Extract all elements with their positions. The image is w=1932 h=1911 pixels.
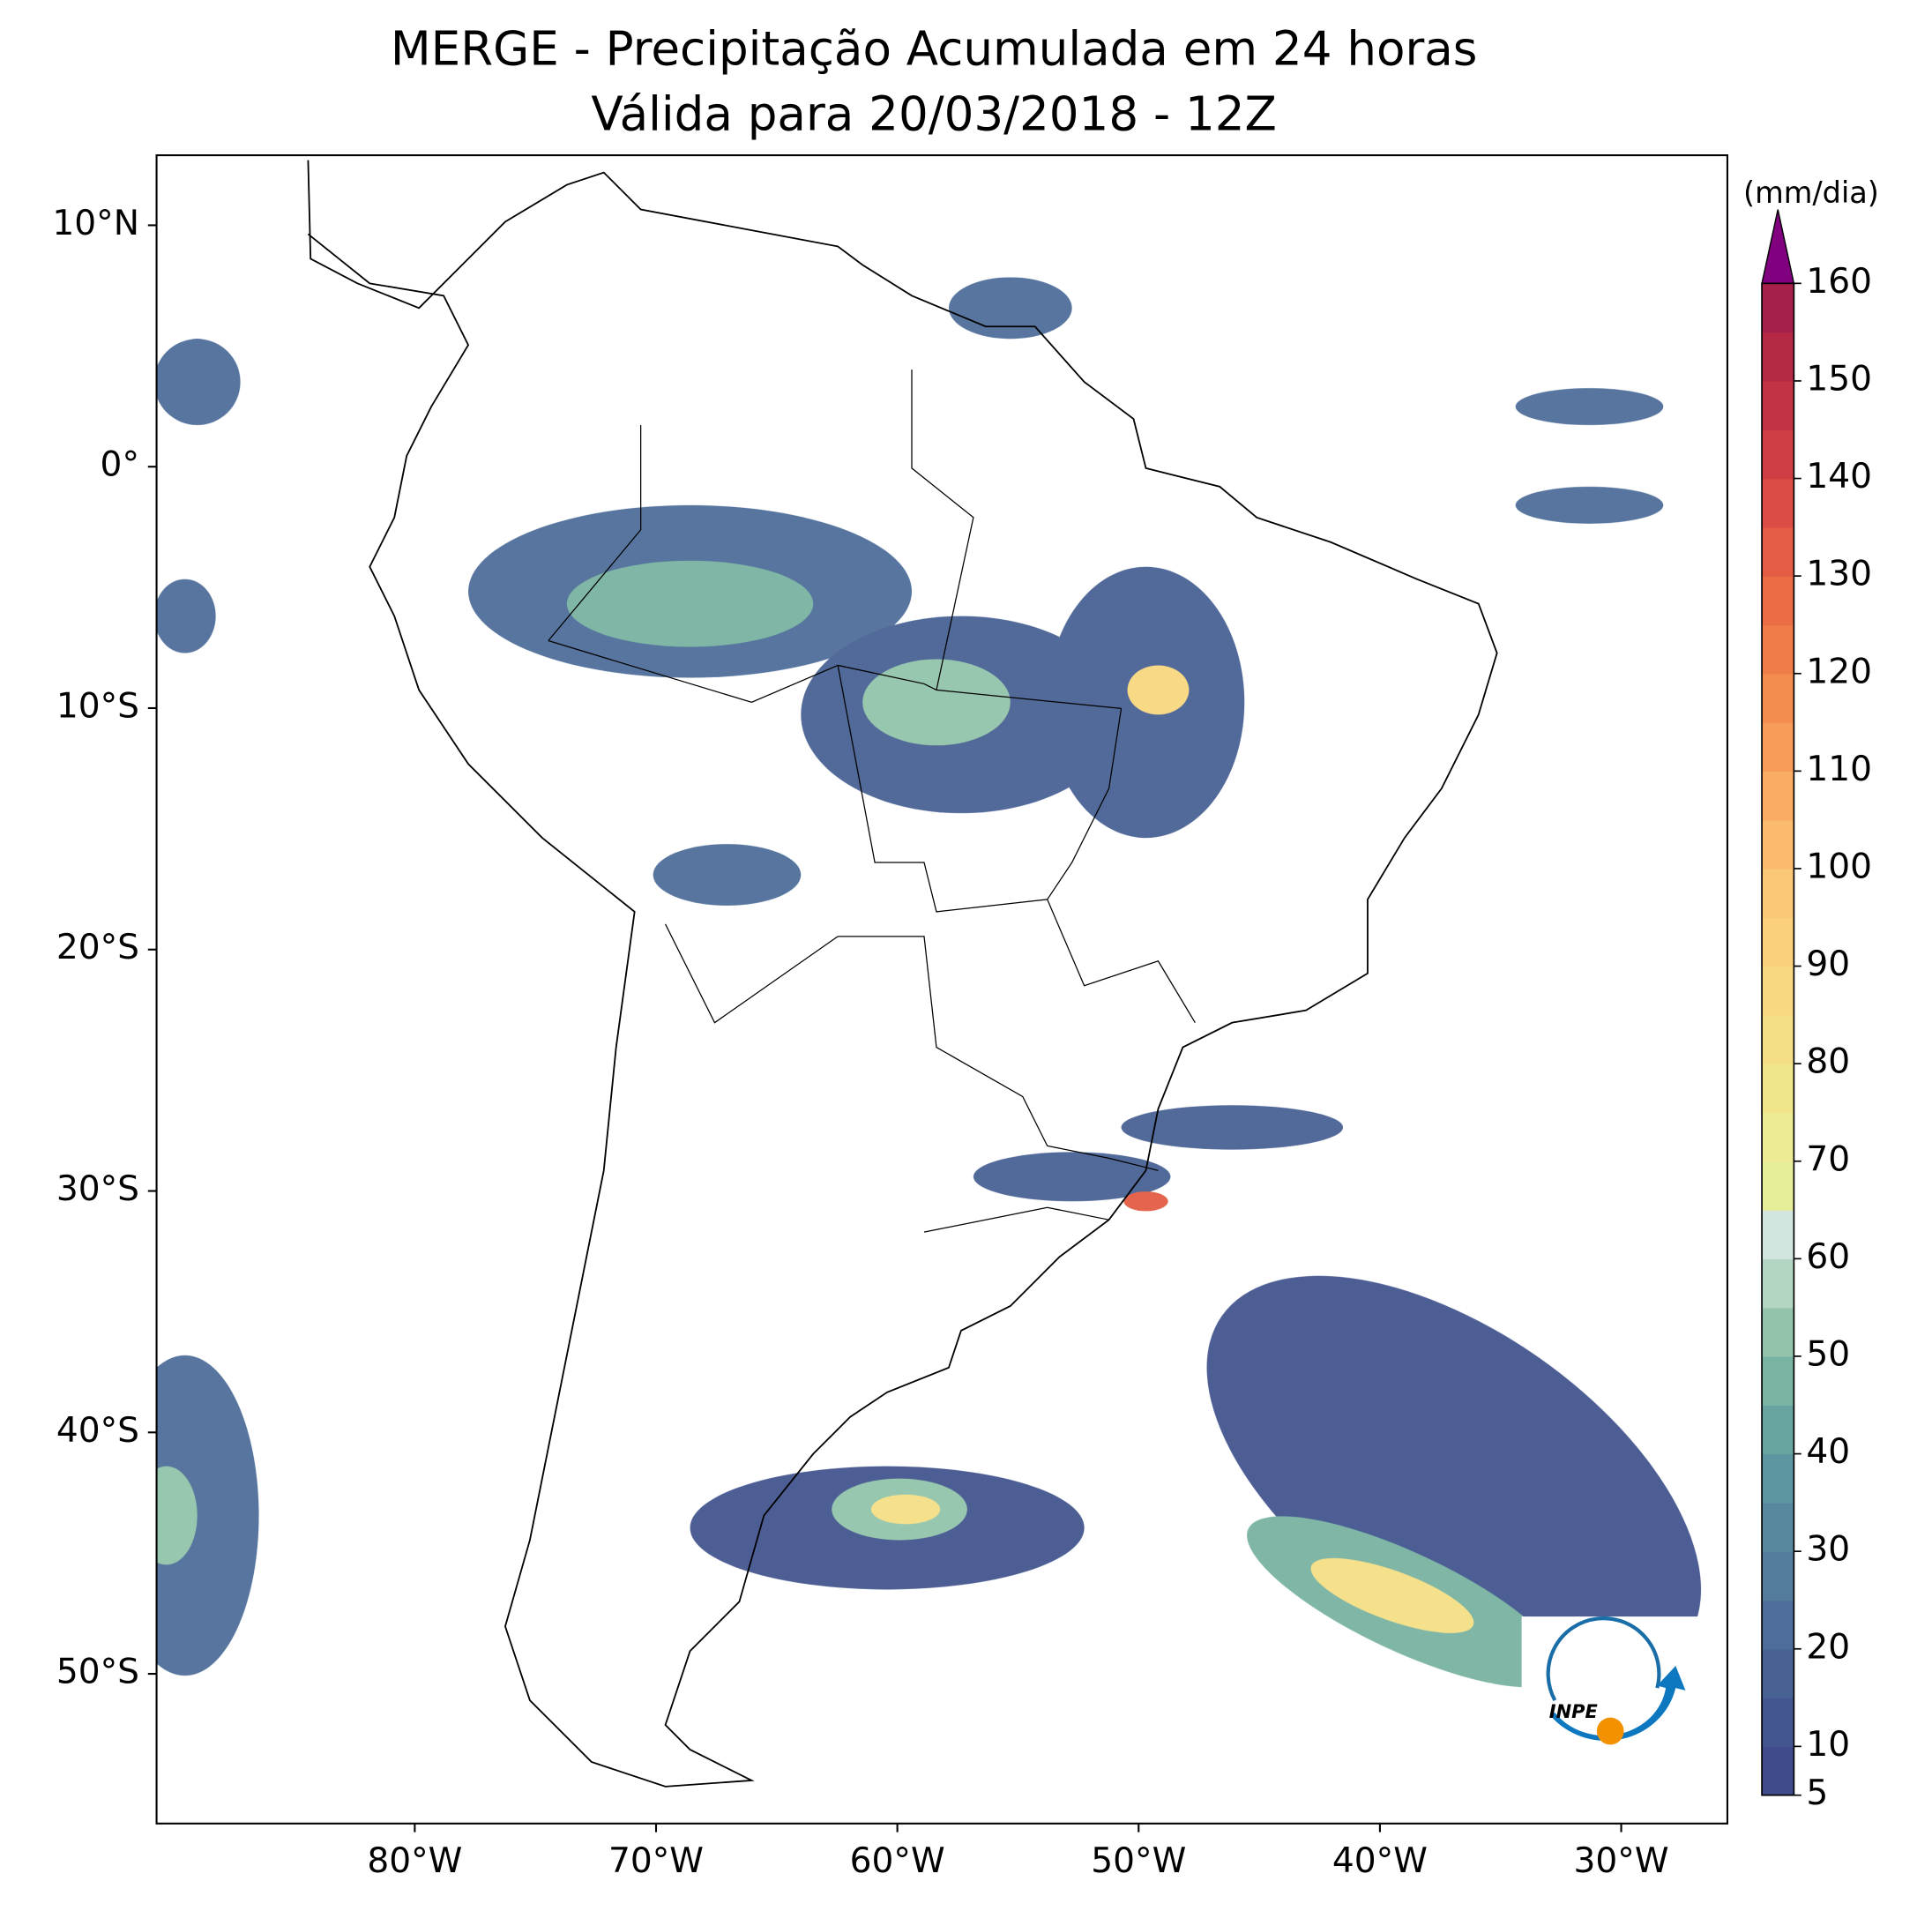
rain-area bbox=[1310, 1557, 1474, 1633]
y-tick-label: 10°N bbox=[52, 204, 139, 243]
colorbar-band bbox=[1762, 1161, 1794, 1211]
rain-area bbox=[1515, 388, 1664, 426]
y-tick-label: 50°S bbox=[56, 1653, 139, 1692]
colorbar-frame bbox=[1761, 282, 1795, 1796]
colorbar-band bbox=[1762, 1112, 1794, 1162]
x-tick-label: 60°W bbox=[850, 1841, 945, 1881]
colorbar-tick-label: 70 bbox=[1806, 1139, 1850, 1179]
colorbar-tick-label: 90 bbox=[1806, 944, 1850, 984]
colorbar-band bbox=[1762, 1014, 1794, 1064]
rain-area bbox=[1121, 1105, 1344, 1150]
colorbar-band bbox=[1762, 478, 1794, 528]
rain-area bbox=[870, 1494, 941, 1525]
colorbar-band bbox=[1762, 1698, 1794, 1748]
colorbar-tick-label: 130 bbox=[1806, 555, 1872, 594]
colorbar-band bbox=[1762, 819, 1794, 870]
colorbar-tick-label: 160 bbox=[1806, 262, 1872, 302]
y-tick-label: 20°S bbox=[56, 928, 139, 967]
colorbar-tick-label: 100 bbox=[1806, 847, 1872, 886]
logo-text: INPE bbox=[1549, 1701, 1599, 1722]
rain-area bbox=[1127, 665, 1190, 715]
colorbar-band bbox=[1762, 1405, 1794, 1455]
y-tick-label: 10°S bbox=[56, 686, 139, 726]
y-tick-label: 40°S bbox=[56, 1411, 139, 1451]
title: MERGE - Precipitação Acumulada em 24 hor… bbox=[391, 21, 1478, 76]
map-frame bbox=[155, 153, 1728, 1825]
borders bbox=[548, 370, 1196, 1233]
logo-orbit bbox=[1546, 1616, 1661, 1702]
colorbar-band bbox=[1762, 868, 1794, 918]
logo-arrow bbox=[1549, 1665, 1686, 1741]
logo-dot bbox=[1596, 1717, 1624, 1745]
rain-area bbox=[973, 1152, 1171, 1202]
colorbar-tick-label: 120 bbox=[1806, 652, 1872, 691]
colorbar-band bbox=[1762, 380, 1794, 430]
colorbar-band bbox=[1762, 1210, 1794, 1260]
colorbar-tick-label: 140 bbox=[1806, 457, 1872, 496]
colorbar-band bbox=[1762, 624, 1794, 675]
colorbar-band bbox=[1762, 1600, 1794, 1650]
rain-area bbox=[156, 1466, 198, 1565]
rain-area bbox=[566, 560, 814, 647]
colorbar-tick-label: 110 bbox=[1806, 750, 1872, 789]
colorbar-tick-label: 40 bbox=[1806, 1432, 1850, 1472]
colorbar-tick-label: 30 bbox=[1806, 1530, 1850, 1570]
subtitle: Válida para 20/03/2018 - 12Z bbox=[591, 86, 1276, 141]
colorbar-band bbox=[1762, 283, 1794, 333]
colorbar-band bbox=[1762, 1355, 1794, 1406]
colorbar: 5 10 20 30 40 50 60 70 80 90 100 110 120 130 140 150 160 bbox=[1761, 209, 1872, 1813]
colorbar-tick-label: 80 bbox=[1806, 1042, 1850, 1082]
colorbar-band bbox=[1762, 1307, 1794, 1357]
rain-area bbox=[156, 1355, 259, 1676]
x-tick-label: 40°W bbox=[1332, 1841, 1428, 1881]
colorbar-label: (mm/dia) bbox=[1743, 175, 1879, 210]
colorbar-tick-label: 20 bbox=[1806, 1627, 1850, 1667]
colorbar-band bbox=[1762, 1258, 1794, 1309]
x-tick-label: 80°W bbox=[367, 1841, 462, 1881]
coastline bbox=[307, 160, 1498, 1788]
x-tick-label: 30°W bbox=[1574, 1841, 1669, 1881]
rain-area bbox=[862, 659, 1011, 746]
colorbar-tick-label: 150 bbox=[1806, 359, 1872, 399]
rain-area bbox=[1515, 486, 1664, 524]
x-tick-label: 50°W bbox=[1091, 1841, 1186, 1881]
colorbar-tick-label: 60 bbox=[1806, 1237, 1850, 1277]
rain-area bbox=[1123, 1191, 1168, 1212]
colorbar-band bbox=[1762, 576, 1794, 626]
colorbar-band bbox=[1762, 917, 1794, 967]
colorbar-band bbox=[1762, 526, 1794, 577]
rain-area bbox=[156, 339, 241, 426]
rain-area bbox=[156, 579, 216, 653]
colorbar-band bbox=[1762, 332, 1794, 382]
colorbar-band bbox=[1762, 1746, 1794, 1796]
rain-area bbox=[1206, 1275, 1702, 1682]
colorbar-band bbox=[1762, 966, 1794, 1016]
x-tick-label: 70°W bbox=[608, 1841, 704, 1881]
y-tick-label: 0° bbox=[101, 445, 139, 485]
colorbar-extension bbox=[1761, 209, 1795, 285]
colorbar-tick-label: 5 bbox=[1806, 1773, 1828, 1813]
colorbar-band bbox=[1762, 1064, 1794, 1114]
rain-area bbox=[948, 277, 1072, 340]
colorbar-band bbox=[1762, 1648, 1794, 1698]
colorbar-band bbox=[1762, 673, 1794, 723]
colorbar-tick-label: 10 bbox=[1806, 1725, 1850, 1765]
colorbar-band bbox=[1762, 1453, 1794, 1504]
precipitation bbox=[156, 277, 1702, 1688]
colorbar-band bbox=[1762, 722, 1794, 773]
y-tick-label: 30°S bbox=[56, 1169, 139, 1209]
rain-area bbox=[653, 844, 802, 906]
colorbar-band bbox=[1762, 771, 1794, 821]
colorbar-band bbox=[1762, 1502, 1794, 1552]
colorbar-tick-label: 50 bbox=[1806, 1334, 1850, 1374]
colorbar-band bbox=[1762, 1551, 1794, 1601]
map-area bbox=[156, 155, 1727, 1824]
colorbar-band bbox=[1762, 429, 1794, 480]
logo: INPE bbox=[1521, 1616, 1709, 1802]
